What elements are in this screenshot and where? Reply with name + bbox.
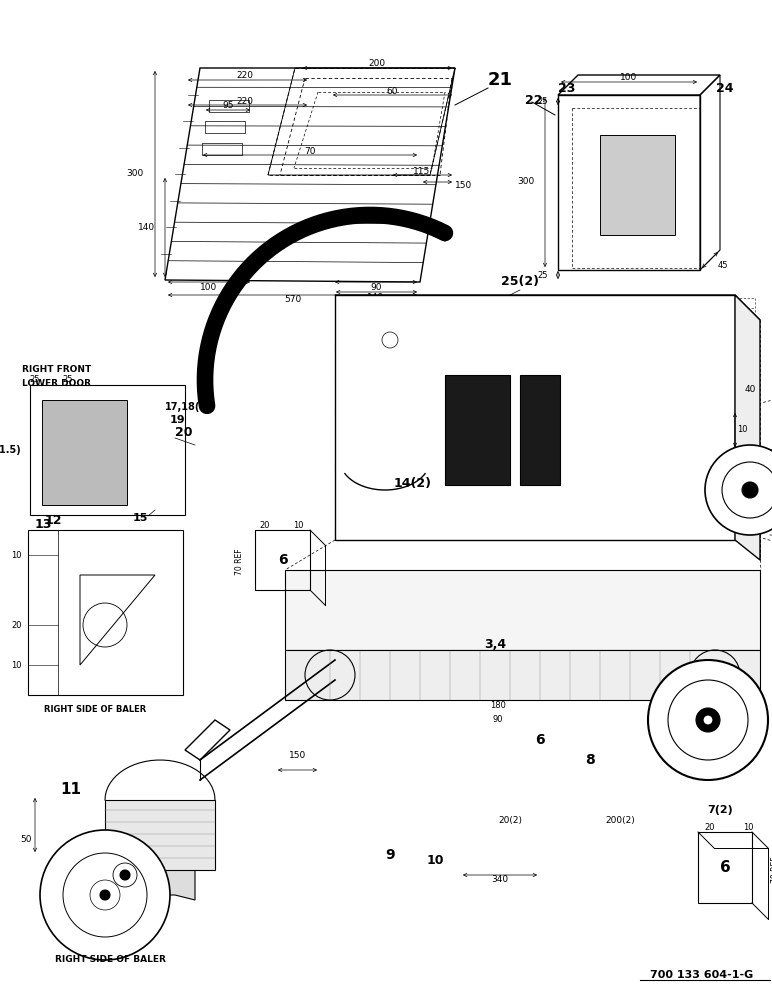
Text: 6: 6 — [278, 553, 288, 567]
Text: 180: 180 — [490, 700, 506, 710]
Polygon shape — [335, 295, 735, 540]
Text: 100: 100 — [720, 460, 736, 470]
Text: 25: 25 — [537, 270, 548, 279]
Text: 6: 6 — [535, 733, 545, 747]
Text: 10: 10 — [12, 550, 22, 560]
Text: 25(2): 25(2) — [501, 275, 539, 288]
Text: 50: 50 — [21, 836, 32, 844]
Text: RIGHT FRONT: RIGHT FRONT — [22, 365, 91, 374]
Text: 14(2): 14(2) — [394, 477, 432, 489]
Text: 20: 20 — [175, 426, 192, 438]
Text: 70 REF: 70 REF — [235, 549, 245, 575]
Text: 11: 11 — [60, 782, 81, 798]
Bar — [205, 121, 245, 133]
Text: 45: 45 — [718, 260, 729, 269]
Text: 40: 40 — [744, 385, 756, 394]
Text: 10: 10 — [736, 426, 747, 434]
Text: 6: 6 — [720, 860, 730, 876]
Circle shape — [703, 715, 713, 725]
Text: 22: 22 — [525, 94, 543, 106]
Text: 70: 70 — [304, 146, 316, 155]
Text: 9: 9 — [385, 848, 394, 862]
Text: 100: 100 — [621, 74, 638, 83]
Text: 220: 220 — [236, 72, 253, 81]
Text: 200: 200 — [368, 60, 385, 68]
Text: 25: 25 — [30, 375, 40, 384]
Text: 300: 300 — [518, 178, 535, 186]
Text: 10: 10 — [743, 824, 753, 832]
Bar — [201, 143, 242, 155]
Bar — [600, 135, 675, 235]
Text: 90: 90 — [371, 282, 381, 292]
Text: 140: 140 — [138, 224, 155, 232]
Text: 100: 100 — [201, 282, 218, 292]
Polygon shape — [335, 295, 760, 320]
Polygon shape — [735, 295, 760, 560]
Text: 7(2): 7(2) — [707, 805, 733, 815]
Text: 140: 140 — [367, 294, 384, 302]
Text: 60: 60 — [386, 87, 398, 96]
Bar — [42, 400, 127, 505]
Text: 200(2): 200(2) — [605, 816, 635, 824]
Text: 25: 25 — [63, 375, 73, 384]
Circle shape — [648, 660, 768, 780]
Circle shape — [696, 708, 720, 732]
Text: 10: 10 — [12, 660, 22, 670]
Circle shape — [742, 482, 758, 498]
Text: 17,18(4): 17,18(4) — [165, 402, 212, 412]
Text: 700 133 604-1-G: 700 133 604-1-G — [650, 970, 753, 980]
Text: 150: 150 — [290, 750, 306, 760]
Bar — [28, 530, 183, 695]
Text: RIGHT SIDE OF BALER: RIGHT SIDE OF BALER — [55, 956, 165, 964]
Text: 23: 23 — [558, 82, 576, 95]
Circle shape — [40, 830, 170, 960]
Text: 220: 220 — [236, 97, 253, 105]
Text: 150: 150 — [455, 180, 472, 190]
Text: 300: 300 — [127, 169, 144, 178]
Text: 8: 8 — [585, 753, 595, 767]
Text: 95: 95 — [222, 102, 234, 110]
Circle shape — [120, 870, 130, 880]
Bar — [520, 375, 560, 485]
Text: 10: 10 — [293, 520, 303, 530]
Text: 15: 15 — [133, 513, 148, 523]
Text: 16(1.5): 16(1.5) — [0, 445, 22, 455]
Text: 19: 19 — [170, 415, 185, 425]
Circle shape — [100, 890, 110, 900]
Text: 21: 21 — [488, 71, 513, 89]
Bar — [208, 100, 249, 112]
Text: 90: 90 — [493, 716, 503, 724]
Text: 20: 20 — [705, 824, 715, 832]
Polygon shape — [285, 650, 760, 700]
Circle shape — [705, 445, 772, 535]
Text: 115: 115 — [413, 167, 431, 176]
Text: 70 REF: 70 REF — [770, 857, 772, 883]
Text: 13: 13 — [35, 518, 52, 532]
Bar — [445, 375, 510, 485]
Text: RIGHT SIDE OF BALER: RIGHT SIDE OF BALER — [44, 706, 146, 714]
Text: 25: 25 — [537, 97, 548, 105]
Text: 10: 10 — [426, 854, 444, 866]
Polygon shape — [285, 570, 760, 650]
Polygon shape — [105, 855, 195, 900]
Text: 24: 24 — [716, 82, 733, 95]
Polygon shape — [105, 800, 215, 870]
Text: 20: 20 — [259, 520, 270, 530]
Text: 20: 20 — [12, 620, 22, 630]
Text: 3,4: 3,4 — [484, 639, 506, 652]
Bar — [30, 385, 185, 515]
Text: LOWER DOOR: LOWER DOOR — [22, 378, 91, 387]
Text: 12: 12 — [45, 514, 63, 526]
Text: 20(2): 20(2) — [498, 816, 522, 824]
Text: 340: 340 — [492, 876, 509, 884]
Text: 570: 570 — [284, 296, 302, 304]
